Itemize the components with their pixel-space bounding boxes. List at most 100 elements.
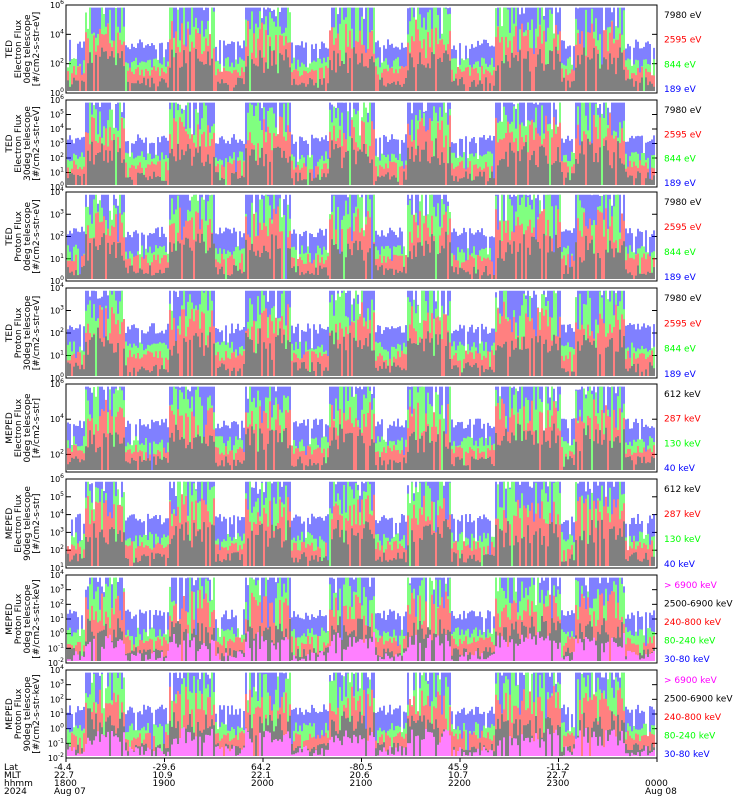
- y-tick-label: 104: [50, 123, 64, 134]
- legend-entry: 612 keV: [664, 485, 701, 495]
- panel-frame: [65, 99, 658, 188]
- y-axis-label: [#/cm2-s-str-eV]: [32, 296, 42, 371]
- y-axis-label: [#/cm2-s-str-keV]: [32, 674, 42, 753]
- x-column-value: -4.4: [54, 763, 72, 773]
- traces: [67, 386, 655, 470]
- x-row-label: Lat: [4, 763, 19, 773]
- legend-entry: 40 keV: [664, 464, 696, 474]
- legend-entry: 844 eV: [664, 60, 697, 70]
- y-axis-label: 30deg telescope: [23, 106, 33, 181]
- panel-3: TED Proton Flux 0deg telescope [#/cm2-s-str…: [5, 191, 702, 283]
- y-tick-label: 106: [50, 94, 64, 105]
- traces: [67, 481, 655, 566]
- legend-entry: > 6900 keV: [664, 581, 718, 591]
- y-axis-label: 0deg telescope: [23, 584, 33, 654]
- y-tick-label: 102: [50, 598, 64, 609]
- x-column-value: 2100: [350, 779, 373, 789]
- series-trace: [67, 46, 655, 91]
- series-trace: [71, 481, 655, 566]
- y-tick-label: 100: [50, 372, 64, 383]
- legend-entry: > 6900 keV: [664, 676, 718, 686]
- y-tick-label: 102: [50, 448, 64, 459]
- y-axis-label: Proton Flux: [14, 688, 24, 739]
- x-column-value: Aug 07: [54, 787, 86, 797]
- y-tick-label: 102: [50, 58, 64, 69]
- legend-entry: 80-240 keV: [664, 732, 716, 742]
- x-column-value: 10.9: [153, 771, 173, 781]
- y-tick-label: 10-1: [48, 737, 64, 748]
- x-column-value: 22.7: [54, 771, 74, 781]
- panel-frame: [65, 478, 658, 569]
- y-tick-label: 102: [50, 152, 64, 163]
- y-axis-label: Electron Flux: [14, 398, 24, 457]
- legend-entry: 287 keV: [664, 510, 701, 520]
- panel-6: MEPED Electron Flux 90deg telescope [#/cm2-…: [5, 478, 701, 570]
- y-axis-label: TED: [5, 40, 15, 59]
- legend-entry: 844 eV: [664, 155, 697, 165]
- x-column-value: -80.5: [350, 763, 373, 773]
- panel-7: MEPED Proton Flux 0deg telescope [#/cm2-s-s…: [5, 574, 733, 665]
- y-axis-label: 0deg telescope: [23, 14, 33, 84]
- legend-entry: 612 keV: [664, 390, 701, 400]
- y-axis-label: [#/cm2-s-str-keV]: [32, 579, 42, 658]
- y-axis-label: Electron Flux: [14, 19, 24, 78]
- y-axis-label: 90deg telescope: [23, 676, 33, 751]
- series-trace: [67, 727, 655, 757]
- y-tick-label: 103: [50, 526, 64, 537]
- panel-frame: [65, 4, 658, 94]
- y-tick-label: 100: [50, 628, 64, 639]
- y-axis-label: [#/cm2-s-str-eV]: [32, 199, 42, 274]
- x-column-value: 22.7: [547, 771, 567, 781]
- legend-entry: 844 eV: [664, 345, 697, 355]
- y-tick-label: 104: [50, 413, 64, 424]
- y-tick-label: 102: [50, 544, 64, 555]
- x-column-value: 0000: [645, 779, 668, 789]
- y-tick-label: 103: [50, 679, 64, 690]
- y-tick-label: 101: [50, 167, 64, 178]
- y-axis-label: Proton Flux: [14, 211, 24, 262]
- legend-entry: 287 keV: [664, 415, 701, 425]
- x-column-value: 20.6: [350, 771, 370, 781]
- x-column-value: 45.9: [448, 763, 468, 773]
- y-tick-label: 104: [50, 28, 64, 39]
- y-tick-label: 100: [50, 181, 64, 192]
- panel-2: TED Electron Flux 30deg telescope [#/cm2-s-…: [5, 99, 702, 189]
- legend-entry: 40 keV: [664, 560, 696, 570]
- legend-entry: 2595 eV: [664, 223, 702, 233]
- legend-entry: 844 eV: [664, 248, 697, 258]
- x-column-value: 2000: [251, 779, 274, 789]
- series-trace: [67, 423, 655, 470]
- legend-entry: 7980 eV: [664, 106, 702, 116]
- traces: [67, 577, 655, 662]
- y-axis-label: 0deg telescope: [23, 393, 33, 463]
- x-column-value: 2200: [448, 779, 471, 789]
- legend-entry: 2595 eV: [664, 130, 702, 140]
- legend-entry: 2500-6900 keV: [664, 695, 733, 705]
- x-column-value: 64.2: [251, 763, 271, 773]
- y-axis-label: 0deg telescope: [23, 202, 33, 272]
- y-tick-label: 10-2: [48, 657, 64, 668]
- y-axis-label: [#/cm2-s-str-eV]: [32, 12, 42, 87]
- traces: [67, 194, 655, 279]
- y-tick-label: 10-1: [48, 642, 64, 653]
- x-column-value: 1800: [54, 779, 77, 789]
- x-column-value: 10.7: [448, 771, 468, 781]
- y-tick-label: 10-2: [48, 752, 64, 763]
- panel-frame: [65, 191, 658, 282]
- y-tick-label: 102: [50, 693, 64, 704]
- y-tick-label: 100: [50, 275, 64, 286]
- legend-entry: 189 eV: [664, 273, 697, 283]
- y-tick-label: 104: [50, 569, 64, 580]
- y-tick-label: 105: [50, 109, 64, 120]
- panel-4: TED Proton Flux 30deg telescope [#/cm2-s-st…: [5, 287, 702, 380]
- y-tick-label: 101: [50, 350, 64, 361]
- y-tick-label: 101: [50, 708, 64, 719]
- series-trace: [67, 231, 655, 279]
- x-column-value: -11.2: [547, 763, 570, 773]
- legend-entry: 2595 eV: [664, 319, 702, 329]
- y-tick-label: 102: [50, 327, 64, 338]
- panel-5: MEPED Electron Flux 0deg telescope [#/cm2-s…: [5, 383, 701, 474]
- y-tick-label: 104: [50, 509, 64, 520]
- legend-entry: 2595 eV: [664, 36, 702, 46]
